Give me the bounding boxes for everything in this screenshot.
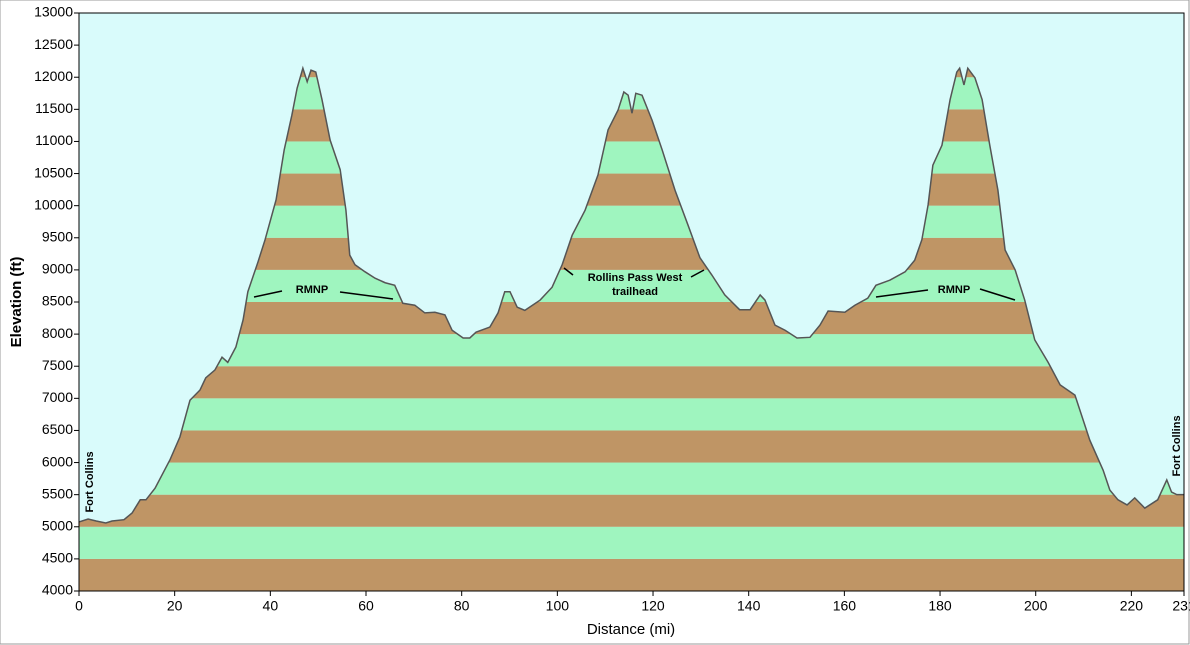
y-tick-label: 11500	[35, 100, 73, 116]
y-tick-label: 5000	[42, 517, 73, 533]
x-tick-label: 180	[928, 598, 952, 614]
x-tick-label: 231	[1172, 598, 1190, 614]
leader-line	[563, 267, 574, 276]
x-tick-label: 140	[737, 598, 761, 614]
annotation: Fort Collins	[1171, 415, 1183, 476]
x-tick-label: 200	[1024, 598, 1048, 614]
y-tick-label: 8000	[42, 325, 73, 341]
y-tick-label: 10500	[34, 164, 73, 180]
band	[79, 269, 1184, 302]
x-tick-label: 0	[75, 598, 83, 614]
y-tick-label: 6000	[42, 453, 73, 469]
annotation: RMNP	[938, 284, 970, 296]
band	[79, 462, 1184, 495]
x-tick-label: 20	[167, 598, 183, 614]
leader-line	[979, 288, 1016, 301]
y-tick-label: 12000	[34, 68, 73, 84]
y-tick-label: 5500	[42, 485, 73, 501]
annotation-box: Rollins Pass West trailhead	[587, 272, 683, 298]
y-tick-label: 4500	[42, 550, 73, 566]
band	[79, 558, 1184, 591]
band	[79, 366, 1184, 399]
annotations: RMNP Rollins Pass West trailhead RMNP Fo…	[84, 267, 1183, 513]
annotation: Rollins Pass West trailhead	[587, 272, 683, 298]
elevation-line	[78, 65, 1184, 524]
x-tick-label: 100	[546, 598, 570, 614]
y-tick-label: 7500	[42, 357, 73, 373]
band	[79, 494, 1184, 527]
leader-line	[339, 291, 394, 300]
y-tick-label: 4000	[42, 582, 73, 598]
leader-line	[875, 289, 929, 298]
leader-line	[253, 290, 283, 298]
x-axis-label: Distance (mi)	[587, 621, 675, 638]
band	[79, 430, 1184, 463]
x-tick-label: 80	[454, 598, 470, 614]
x-tick-label: 120	[641, 598, 665, 614]
band	[79, 398, 1184, 431]
x-tick-label: 40	[263, 598, 279, 614]
y-tick-label: 12500	[34, 36, 73, 52]
band	[79, 302, 1184, 335]
band	[79, 334, 1184, 367]
y-tick-label: 6500	[42, 421, 73, 437]
annotation: RMNP	[296, 284, 328, 296]
y-tick-label: 11000	[35, 132, 73, 148]
bands	[79, 68, 1184, 591]
y-tick-label: 9000	[42, 261, 73, 277]
leader-line	[690, 269, 705, 278]
y-axis-label: Elevation (ft)	[8, 257, 25, 348]
x-tick-label: 60	[358, 598, 374, 614]
x-tick-label: 220	[1120, 598, 1144, 614]
y-tick-label: 7000	[42, 389, 73, 405]
x-tick-label: 160	[833, 598, 857, 614]
annotation: Fort Collins	[84, 451, 96, 512]
y-tick-label: 13000	[34, 4, 73, 20]
plot: 4000 4500 5000 5500 6000 6500 7000 7500 8000 8500…	[34, 4, 1190, 614]
y-tick-label: 10000	[34, 196, 73, 212]
y-tick-label: 9500	[42, 228, 73, 244]
y-tick-label: 8500	[42, 293, 73, 309]
band	[79, 526, 1184, 559]
